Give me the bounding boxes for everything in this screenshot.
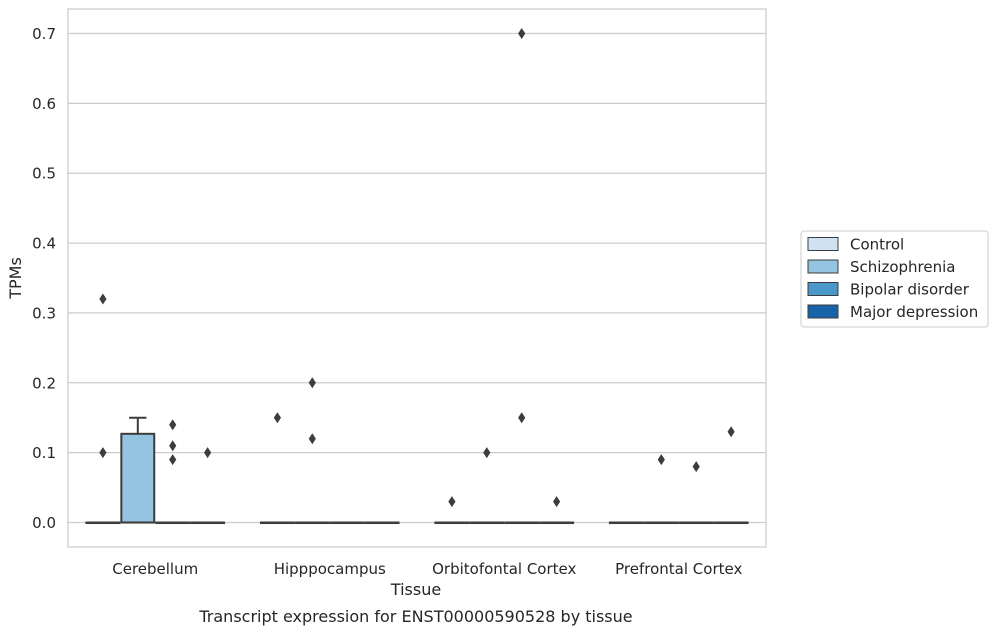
box-2-2: [504, 27, 540, 525]
plot-frame: [67, 8, 767, 548]
legend: Control Schizophrenia Bipolar disorder Majo…: [800, 230, 989, 328]
y-tick-label: 0.7: [32, 25, 56, 43]
y-tick-label: 0.5: [32, 165, 56, 183]
chart-caption: Transcript expression for ENST0000059052…: [198, 607, 632, 626]
y-tick-label: 0.4: [32, 235, 56, 253]
outlier-point: [518, 27, 526, 39]
x-axis-label: Tissue: [390, 580, 441, 599]
y-tick-label: 0.2: [32, 374, 56, 392]
legend-label: Major depression: [850, 303, 978, 321]
outlier-point: [727, 426, 735, 438]
x-axis-ticks: Cerebellum Hipppocampus Orbitofontal Corte…: [112, 560, 742, 578]
box-body: [120, 432, 156, 524]
grid-layer: [68, 32, 766, 524]
outlier-point: [308, 433, 316, 445]
y-axis-ticks: 0.0 0.1 0.2 0.3 0.4 0.5 0.6 0.7: [32, 25, 56, 532]
legend-label: Bipolar disorder: [850, 281, 970, 299]
legend-swatch: [807, 237, 839, 251]
x-tick-label: Prefrontal Cortex: [615, 560, 742, 578]
y-tick-label: 0.3: [32, 304, 56, 322]
x-tick-label: Cerebellum: [112, 560, 198, 578]
outlier-point: [692, 461, 700, 473]
box-3-3: [713, 426, 749, 525]
box-0-2: [155, 419, 191, 525]
box-0-1: [120, 416, 156, 524]
box-1-2: [329, 521, 365, 525]
box-1-1: [294, 377, 330, 525]
legend-swatch: [807, 304, 839, 319]
outlier-point: [169, 440, 177, 452]
outlier-point: [99, 293, 107, 305]
outlier-point: [273, 412, 281, 424]
box-3-2: [678, 461, 714, 525]
x-tick-label: Hipppocampus: [274, 560, 386, 578]
legend-label: Control: [850, 236, 904, 254]
outlier-point: [553, 496, 561, 508]
outlier-point: [657, 454, 665, 466]
y-tick-label: 0.6: [32, 95, 56, 113]
outlier-point: [518, 412, 526, 424]
outlier-point: [448, 496, 456, 508]
box-1-0: [259, 412, 295, 525]
outlier-point: [99, 447, 107, 459]
box-2-3: [539, 496, 575, 525]
outlier-point: [169, 454, 177, 466]
box-3-0: [608, 521, 644, 525]
x-tick-label: Orbitofontal Cortex: [432, 560, 576, 578]
outlier-point: [204, 447, 212, 459]
legend-swatch: [807, 259, 839, 274]
box-layer: [85, 27, 749, 525]
y-tick-label: 0.1: [32, 444, 56, 462]
box-3-1: [643, 454, 679, 525]
legend-label: Schizophrenia: [850, 258, 955, 276]
outlier-point: [483, 447, 491, 459]
box-2-0: [434, 496, 470, 525]
box-0-3: [190, 447, 226, 525]
legend-frame: [800, 230, 989, 328]
legend-swatch: [807, 282, 839, 296]
outlier-point: [308, 377, 316, 389]
box-2-1: [469, 447, 505, 525]
box-0-0: [85, 293, 121, 525]
y-axis-label: TPMs: [6, 257, 25, 300]
y-tick-label: 0.0: [32, 514, 56, 532]
box-1-3: [364, 521, 400, 525]
outlier-point: [169, 419, 177, 431]
